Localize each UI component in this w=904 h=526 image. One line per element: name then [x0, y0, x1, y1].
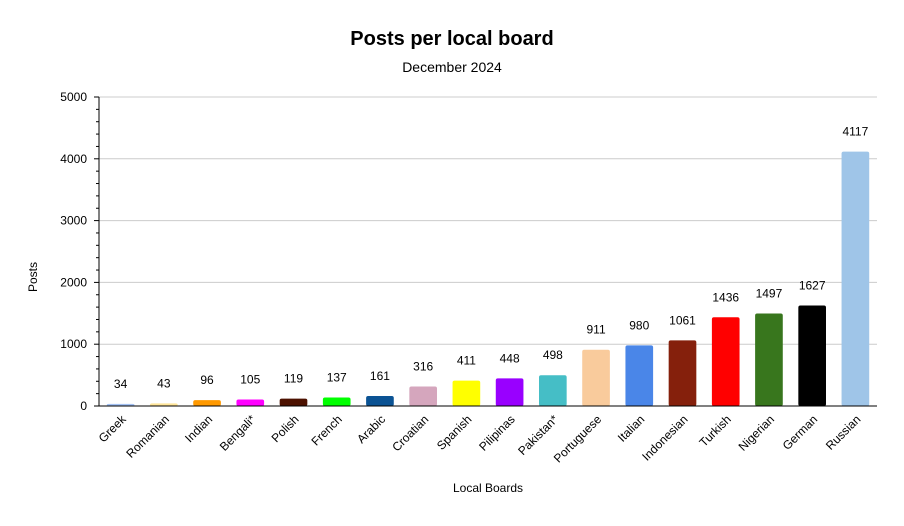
y-axis-label: Posts [26, 262, 40, 292]
data-label: 105 [240, 373, 260, 387]
data-label: 1627 [799, 278, 826, 292]
bar [452, 380, 481, 406]
chart-title: Posts per local board [350, 28, 553, 50]
chart-subtitle: December 2024 [402, 59, 502, 75]
category-label: Romanian [123, 412, 172, 461]
y-tick-label: 4000 [60, 152, 87, 166]
category-label: Bengali* [217, 412, 259, 454]
category-label: French [309, 412, 345, 448]
bar [322, 397, 351, 406]
data-labels: 34 43 96 105 119 137 161 316 411 448 498 911 980 1061… [114, 125, 869, 391]
x-axis-label: Local Boards [453, 481, 523, 495]
data-label: 316 [413, 359, 433, 373]
data-label: 411 [457, 354, 476, 368]
y-tick-label: 5000 [60, 90, 87, 104]
category-label: Arabic [354, 412, 388, 446]
y-tick-label: 2000 [60, 275, 87, 289]
data-label: 1436 [712, 290, 739, 304]
data-label: 119 [284, 372, 303, 386]
data-label: 1497 [756, 286, 783, 300]
bar [755, 313, 783, 406]
data-label: 1061 [669, 313, 696, 327]
category-label: German [780, 412, 821, 453]
data-label: 34 [114, 377, 128, 391]
bar [798, 305, 826, 406]
category-label: Turkish [696, 412, 733, 449]
category-label: Russian [823, 412, 864, 453]
bar [193, 400, 221, 406]
bars [106, 151, 870, 406]
bar [366, 396, 394, 406]
category-label: Indian [182, 412, 215, 445]
bar [236, 399, 265, 406]
bar [106, 403, 135, 406]
data-label: 4117 [842, 125, 868, 139]
data-label: 980 [629, 318, 649, 332]
category-label: Portuguese [551, 412, 605, 466]
data-label: 448 [500, 351, 520, 365]
category-label: Nigerian [736, 412, 778, 454]
bar [279, 398, 308, 406]
bar [582, 349, 610, 406]
category-label: Italian [615, 412, 648, 445]
bar [625, 345, 654, 406]
bar [711, 317, 740, 406]
category-label: Spanish [434, 412, 475, 453]
bar [409, 386, 437, 406]
data-label: 43 [157, 376, 171, 390]
data-label: 911 [586, 323, 605, 337]
y-tick-label: 1000 [60, 337, 87, 351]
y-axis-ticks: 0 1000 2000 3000 4000 5000 [60, 90, 99, 413]
bar [539, 375, 567, 406]
data-label: 137 [327, 371, 347, 385]
gridlines [99, 96, 877, 345]
data-label: 161 [370, 369, 390, 383]
category-label: Croatian [389, 412, 431, 454]
category-label: Indonesian [639, 412, 690, 463]
category-label: Greek [96, 412, 130, 446]
category-label: Polish [269, 412, 302, 445]
data-label: 96 [200, 373, 214, 387]
y-tick-label: 0 [80, 399, 87, 413]
y-tick-label: 3000 [60, 214, 87, 228]
data-label: 498 [543, 348, 563, 362]
bar [495, 378, 524, 406]
bar [668, 340, 697, 406]
category-label: Pilipinas [476, 412, 518, 454]
bar [841, 151, 870, 406]
bar [150, 403, 178, 406]
